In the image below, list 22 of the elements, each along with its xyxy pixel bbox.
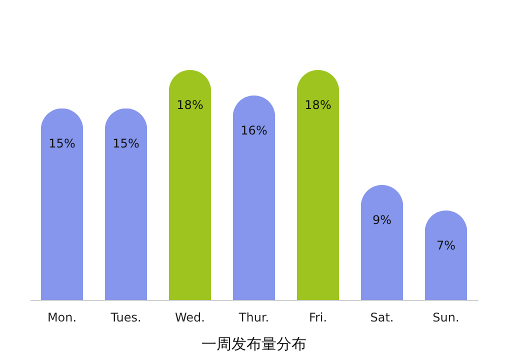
bar	[104, 108, 148, 300]
data-label: 15%	[112, 136, 140, 150]
data-label: 15%	[48, 136, 76, 150]
x-tick-label: Sat.	[370, 310, 394, 324]
x-tick-label: Wed.	[175, 310, 205, 324]
x-tick-label: Sun.	[432, 310, 460, 324]
text: 一周发布量分布	[202, 335, 306, 353]
bar	[168, 70, 212, 300]
x-tick-label: Mon.	[47, 310, 77, 324]
x-tick-label: Tues.	[110, 310, 142, 324]
bar	[296, 70, 340, 300]
bar	[40, 108, 84, 300]
x-tick-label: Thur.	[238, 310, 270, 324]
data-label: 9%	[372, 213, 392, 227]
bar	[360, 185, 404, 300]
data-label: 7%	[436, 238, 456, 253]
x-tick-label: Fri.	[308, 310, 328, 324]
data-label: 16%	[240, 124, 268, 138]
bar	[424, 210, 468, 300]
data-label: 18%	[176, 98, 204, 112]
data-label: 18%	[304, 98, 332, 112]
bar	[232, 96, 276, 300]
